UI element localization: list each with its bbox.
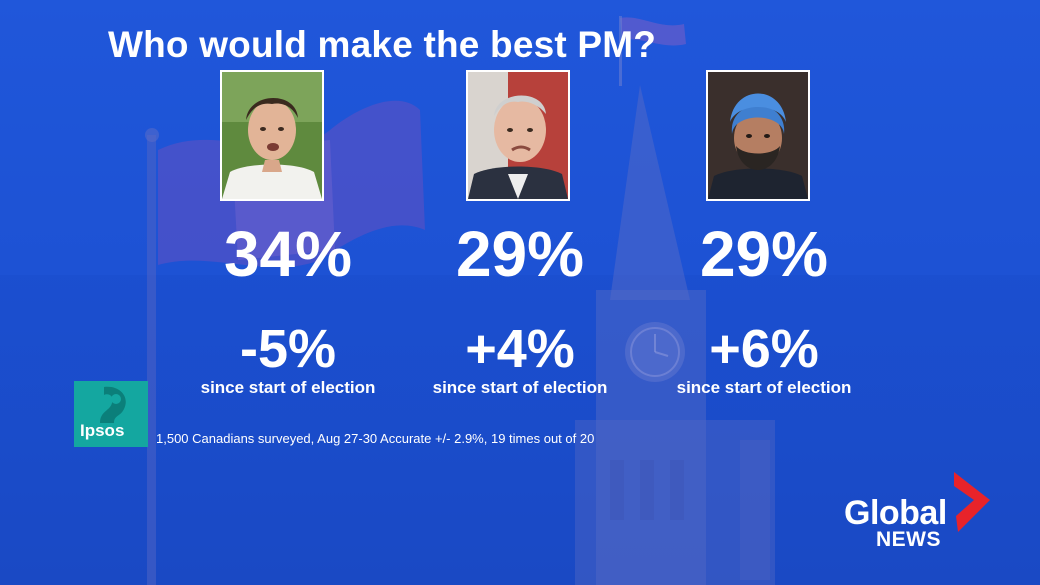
- change-caption-1: since start of election: [200, 378, 376, 397]
- candidate-portrait-1: [220, 70, 324, 201]
- network-name: Global: [844, 494, 947, 532]
- support-percentage-2: 29%: [455, 218, 585, 290]
- change-caption-2: since start of election: [432, 378, 608, 397]
- page-title: Who would make the best PM?: [108, 24, 657, 65]
- candidate-portrait-3: [706, 70, 810, 201]
- chevron-right-icon: [954, 472, 990, 532]
- candidate-portrait-2: [466, 70, 570, 201]
- support-percentage-3: 29%: [699, 218, 829, 290]
- pollster-logo: Ipsos: [74, 381, 148, 447]
- network-logo: Global NEWS: [842, 470, 992, 552]
- survey-methodology-note: 1,500 Canadians surveyed, Aug 27-30 Accu…: [156, 431, 595, 446]
- support-percentage-1: 34%: [223, 218, 353, 290]
- support-change-3: +6%: [709, 319, 819, 379]
- change-caption-3: since start of election: [676, 378, 852, 397]
- pollster-name: Ipsos: [80, 421, 125, 440]
- network-subtitle: NEWS: [876, 528, 941, 551]
- support-change-1: -5%: [239, 319, 337, 379]
- support-change-2: +4%: [465, 319, 575, 379]
- ipsos-logo-icon: [74, 381, 148, 447]
